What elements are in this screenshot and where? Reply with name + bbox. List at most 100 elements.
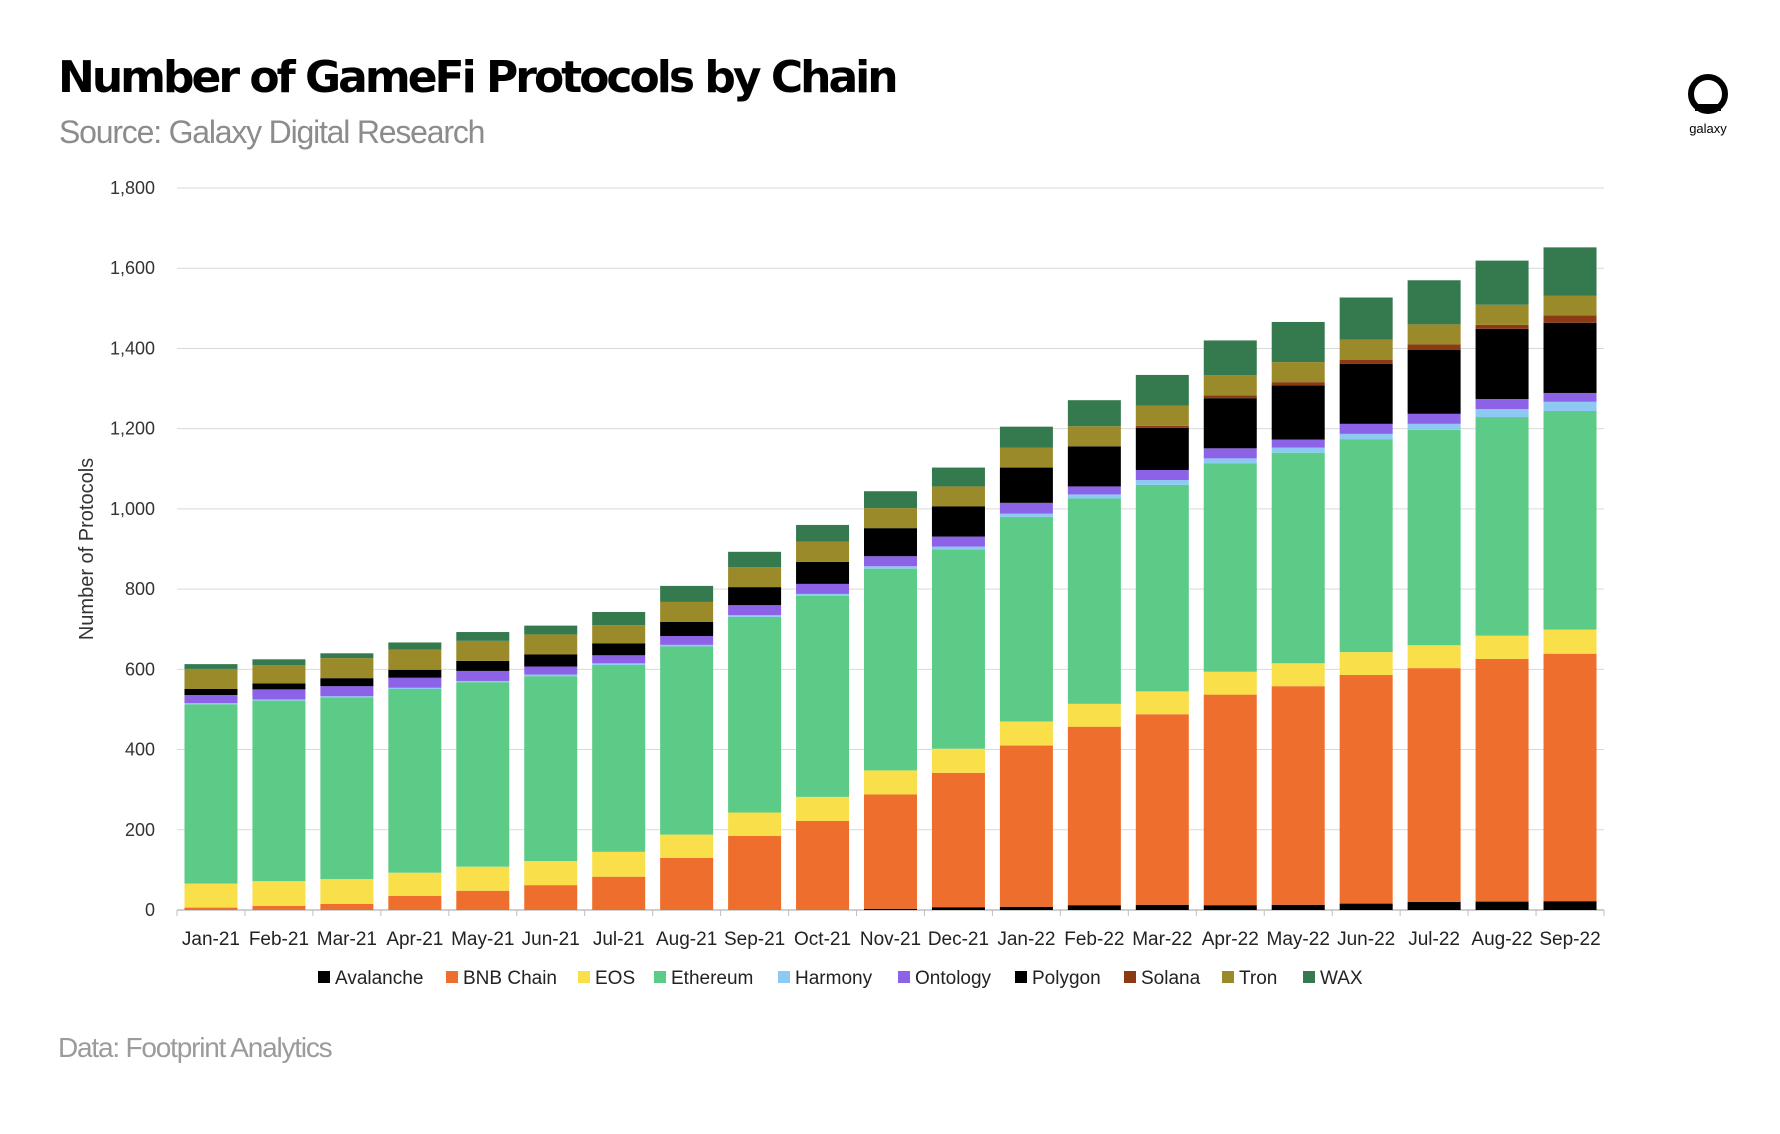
bar-segment-bnb-chain (796, 820, 850, 910)
bar-segment-wax (1339, 297, 1393, 340)
bar-segment-tron (184, 668, 238, 689)
legend-swatch (898, 971, 910, 983)
legend-label: Ethereum (671, 968, 753, 989)
bar-segment-tron (796, 541, 850, 562)
x-tick-label: Aug-21 (656, 929, 717, 950)
x-tick-label: Apr-22 (1202, 929, 1259, 950)
bar-segment-avalanche (1339, 903, 1393, 910)
bar-segment-harmony (999, 513, 1053, 517)
bar-segment-wax (1203, 340, 1257, 376)
bar-segment-ethereum (1203, 463, 1257, 672)
bar-segment-bnb-chain (728, 835, 782, 910)
y-tick-label: 1,000 (110, 499, 155, 519)
bar-segment-wax (252, 659, 306, 666)
bar-segment-avalanche (931, 907, 985, 910)
bar-segment-harmony (592, 663, 646, 665)
bar-segment-harmony (184, 703, 238, 705)
bar-segment-tron (456, 640, 510, 661)
bar-segment-ontology (796, 583, 850, 594)
bar-segment-polygon (1407, 349, 1461, 414)
bar-segment-ontology (999, 502, 1053, 514)
x-tick-label: Dec-21 (928, 929, 989, 950)
bar-segment-bnb-chain (999, 745, 1053, 907)
bar-segment-wax (1407, 280, 1461, 325)
legend-swatch (1015, 971, 1027, 983)
galaxy-logo-icon (1688, 74, 1728, 114)
bar-segment-polygon (1271, 385, 1325, 440)
bar-segment-ethereum (592, 664, 646, 852)
legend-label: WAX (1320, 968, 1363, 989)
bar-segment-ethereum (1475, 417, 1529, 636)
y-tick-label: 1,600 (110, 258, 155, 278)
bar-segment-eos (728, 812, 782, 836)
bar-segment-wax (320, 653, 374, 659)
bar-segment-avalanche (1475, 901, 1529, 910)
bar-segment-bnb-chain (660, 857, 714, 910)
bar-segment-polygon (1135, 427, 1189, 470)
bar-segment-bnb-chain (524, 885, 578, 910)
bar-segment-harmony (1475, 409, 1529, 418)
bar-segment-avalanche (1135, 904, 1189, 910)
bar-segment-tron (1475, 304, 1529, 325)
bar-segment-ontology (1339, 423, 1393, 434)
bar-segment-wax (456, 632, 510, 641)
bar-segment-eos (456, 866, 510, 891)
bar-segment-bnb-chain (863, 794, 918, 909)
bar-segment-eos (660, 834, 714, 858)
bar-segment-ethereum (524, 676, 578, 862)
bar-segment-avalanche (1271, 904, 1325, 910)
legend-label: Ontology (915, 968, 992, 989)
legend-label: Harmony (795, 968, 873, 989)
bar-segment-ontology (1067, 486, 1121, 495)
bar-segment-bnb-chain (456, 890, 510, 910)
bar-segment-polygon (931, 506, 985, 537)
bar-segment-ethereum (1271, 452, 1325, 664)
y-tick-label: 1,200 (110, 419, 155, 439)
bar-segment-harmony (456, 680, 510, 683)
bar-segment-polygon (1543, 322, 1597, 393)
y-tick-label: 200 (125, 820, 155, 840)
bar-segment-eos (1203, 671, 1257, 695)
bar-segment-harmony (1407, 423, 1461, 430)
bar-segment-eos (592, 851, 646, 877)
bar-segment-bnb-chain (931, 772, 985, 908)
bar-segment-polygon (999, 467, 1053, 503)
bar-segment-avalanche (999, 906, 1053, 910)
x-tick-label: Nov-21 (860, 929, 921, 950)
x-tick-label: Aug-22 (1471, 929, 1532, 950)
bar-segment-polygon (252, 683, 306, 690)
bar-segment-eos (1475, 635, 1529, 659)
bar-segment-avalanche (863, 908, 918, 910)
bar-segment-eos (320, 879, 374, 904)
y-tick-label: 1,800 (110, 178, 155, 198)
legend-label: Solana (1141, 968, 1201, 989)
bar-segment-eos (863, 770, 918, 795)
bar-segment-bnb-chain (1203, 694, 1257, 906)
bar-segment-eos (524, 861, 578, 886)
legend-label: EOS (595, 968, 635, 989)
bar-segment-wax (1475, 260, 1529, 305)
bar-segment-polygon (524, 654, 578, 667)
x-tick-label: Sep-21 (724, 929, 785, 950)
bar-segment-tron (863, 508, 918, 529)
bar-segment-wax (931, 467, 985, 487)
x-tick-label: Jul-22 (1408, 929, 1460, 950)
bar-segment-ontology (184, 695, 238, 704)
bar-segment-tron (1543, 295, 1597, 316)
bar-segment-harmony (660, 644, 714, 647)
y-tick-label: 0 (145, 900, 155, 920)
bar-segment-harmony (252, 699, 306, 701)
legend-swatch (1222, 971, 1234, 983)
bar-segment-tron (728, 567, 782, 588)
bar-segment-polygon (1203, 398, 1257, 449)
bar-segment-tron (592, 625, 646, 644)
bar-segment-harmony (1067, 494, 1121, 499)
bar-segment-ethereum (1407, 429, 1461, 646)
y-tick-label: 400 (125, 740, 155, 760)
bar-segment-tron (320, 658, 374, 679)
bar-segment-wax (863, 491, 918, 509)
bar-segment-eos (184, 883, 238, 908)
bar-segment-polygon (1475, 328, 1529, 399)
bar-segment-ethereum (1067, 498, 1121, 704)
bar-segment-bnb-chain (1067, 726, 1121, 906)
